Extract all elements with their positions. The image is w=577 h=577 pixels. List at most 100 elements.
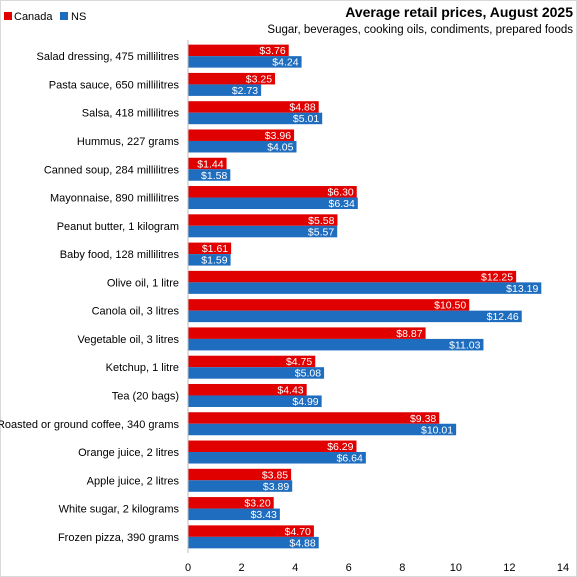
- bar-ns: [188, 225, 338, 238]
- bar-ns: [188, 395, 322, 407]
- legend-label-ns: NS: [71, 11, 86, 23]
- bar-ns: [188, 197, 358, 210]
- bar-canada: [188, 101, 319, 113]
- category-label: Hummus, 227 grams: [77, 136, 180, 148]
- bar-ns: [188, 338, 484, 351]
- bar-canada: [188, 214, 338, 226]
- bar-canada: [188, 440, 357, 453]
- bar-canada: [188, 270, 517, 283]
- data-label: $4.88: [289, 102, 315, 114]
- bar-ns: [188, 56, 302, 68]
- data-label: $4.43: [277, 384, 303, 396]
- category-label: Baby food, 128 millilitres: [60, 249, 180, 261]
- bar-canada: [188, 242, 232, 255]
- data-label: $4.24: [272, 57, 298, 69]
- bar-ns: [188, 169, 231, 181]
- data-label: $4.88: [289, 537, 315, 549]
- data-label: $11.03: [449, 339, 480, 351]
- category-label: Peanut butter, 1 kilogram: [57, 221, 179, 233]
- bar-ns: [188, 282, 542, 294]
- x-tick-label: 14: [557, 562, 569, 574]
- category-label: Ketchup, 1 litre: [106, 362, 179, 374]
- data-label: $5.01: [293, 113, 319, 125]
- data-label: $1.61: [202, 243, 228, 255]
- x-tick-label: 12: [503, 562, 515, 574]
- category-label: Apple juice, 2 litres: [87, 475, 180, 487]
- data-label: $1.58: [201, 170, 227, 182]
- bar-ns: [188, 536, 319, 549]
- bar-ns: [188, 367, 325, 379]
- data-label: $5.08: [295, 368, 321, 380]
- bar-ns: [188, 84, 262, 96]
- category-label: Mayonnaise, 890 millilitres: [50, 193, 179, 205]
- category-label: Salad dressing, 475 millilitres: [37, 51, 180, 63]
- x-tick-label: 8: [399, 562, 405, 574]
- data-label: $3.20: [244, 498, 270, 510]
- bar-ns: [188, 254, 231, 266]
- x-tick-label: 0: [185, 562, 191, 574]
- bar-canada: [188, 157, 227, 170]
- category-label: Pasta sauce, 650 millilitres: [49, 79, 180, 91]
- bar-canada: [188, 186, 357, 198]
- data-label: $5.58: [308, 215, 334, 227]
- data-label: $1.44: [197, 158, 223, 170]
- bar-ns: [188, 480, 293, 492]
- plot-area: Salad dressing, 475 millilitres $3.76$4.2…: [0, 40, 569, 574]
- bar-canada: [188, 497, 274, 509]
- bar-canada: [188, 412, 440, 424]
- data-label: $12.25: [481, 271, 513, 283]
- data-label: $3.85: [262, 469, 288, 481]
- data-label: $13.19: [506, 283, 538, 295]
- data-label: $4.99: [292, 396, 318, 408]
- category-label: Orange juice, 2 litres: [78, 447, 179, 459]
- data-label: $1.59: [201, 255, 227, 267]
- bar-canada: [188, 327, 426, 339]
- data-label: $3.96: [265, 130, 291, 142]
- data-label: $12.46: [487, 311, 519, 323]
- category-label: Salsa, 418 millilitres: [82, 108, 180, 120]
- legend-swatch-canada: [4, 12, 12, 20]
- x-tick-label: 4: [292, 562, 298, 574]
- bar-ns: [188, 508, 280, 521]
- category-label: Canola oil, 3 litres: [92, 306, 180, 318]
- data-label: $6.30: [327, 187, 353, 199]
- chart-subtitle: Sugar, beverages, cooking oils, condimen…: [267, 24, 573, 36]
- bar-canada: [188, 299, 470, 311]
- bar-ns: [188, 310, 522, 323]
- bar-ns: [188, 112, 323, 125]
- category-label: Frozen pizza, 390 grams: [58, 532, 180, 544]
- data-label: $10.50: [434, 300, 466, 312]
- data-label: $6.64: [337, 453, 363, 465]
- data-label: $4.70: [285, 526, 311, 538]
- data-label: $9.38: [410, 413, 436, 425]
- data-label: $2.73: [232, 85, 258, 97]
- data-label: $8.87: [396, 328, 422, 340]
- x-tick-label: 6: [346, 562, 352, 574]
- data-label: $4.05: [267, 141, 293, 153]
- data-label: $3.43: [251, 509, 277, 521]
- bar-canada: [188, 44, 289, 57]
- bar-canada: [188, 129, 295, 141]
- data-label: $3.25: [246, 73, 272, 85]
- category-label: Olive oil, 1 litre: [107, 277, 179, 289]
- legend-label-canada: Canada: [14, 11, 53, 23]
- bar-canada: [188, 383, 307, 396]
- chart-title: Average retail prices, August 2025: [345, 4, 573, 20]
- bar-canada: [188, 468, 292, 481]
- bar-canada: [188, 525, 314, 537]
- legend-swatch-ns: [60, 12, 68, 20]
- data-label: $5.57: [308, 226, 334, 238]
- bar-ns: [188, 423, 457, 436]
- data-label: $6.29: [327, 441, 353, 453]
- category-label: Roasted or ground coffee, 340 grams: [0, 419, 179, 431]
- bar-canada: [188, 72, 276, 85]
- bar-ns: [188, 452, 366, 464]
- category-label: Canned soup, 284 millilitres: [44, 164, 180, 176]
- x-tick-label: 10: [450, 562, 462, 574]
- category-label: Vegetable oil, 3 litres: [77, 334, 179, 346]
- legend: Canada NS: [4, 11, 86, 23]
- x-tick-label: 2: [239, 562, 245, 574]
- data-label: $4.75: [286, 356, 312, 368]
- category-label: White sugar, 2 kilograms: [59, 504, 180, 516]
